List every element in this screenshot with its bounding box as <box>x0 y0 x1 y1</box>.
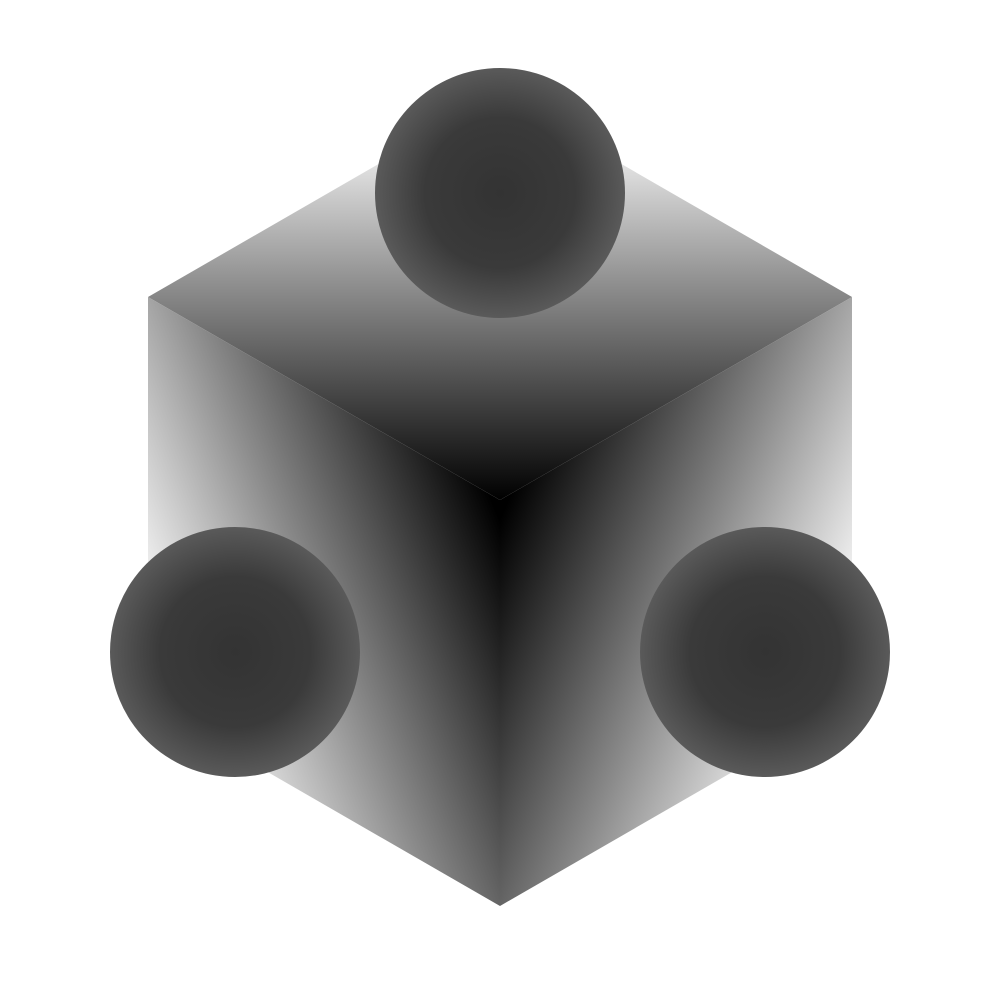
sphere-left <box>110 527 360 777</box>
sphere-right <box>640 527 890 777</box>
sphere-top <box>375 68 625 318</box>
